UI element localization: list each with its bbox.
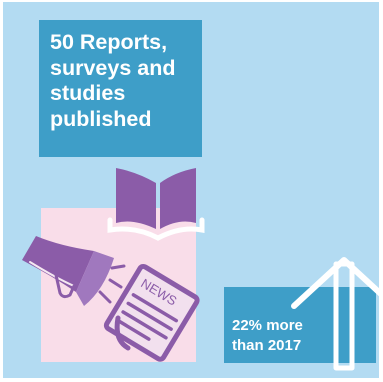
headline-line-4: published	[50, 106, 152, 131]
headline-line-1: 50 Reports,	[50, 30, 168, 54]
pink-backdrop-square	[41, 208, 196, 362]
stat-line-1: 22% more	[232, 317, 303, 334]
reports-headline-box: 50 Reports, surveys and studies publishe…	[39, 20, 202, 157]
growth-stat-text: 22% more than 2017	[232, 316, 303, 356]
stat-line-2: than 2017	[232, 337, 302, 354]
headline-line-2: surveys and	[50, 55, 176, 80]
headline-line-3: studies	[50, 81, 126, 105]
